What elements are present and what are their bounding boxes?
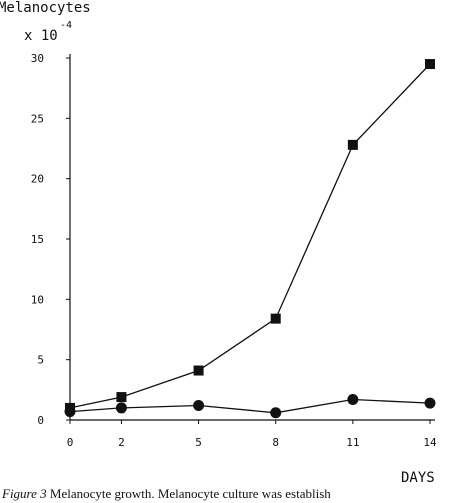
y-tick-label: 25	[31, 112, 44, 125]
square-point	[193, 365, 204, 376]
x-tick-label: 8	[272, 436, 279, 449]
x-tick-label: 5	[195, 436, 202, 449]
square-point	[270, 313, 281, 324]
circle-point	[64, 406, 76, 418]
y-tick-label: 10	[31, 293, 44, 306]
y-axis-ticks: 0 5 10 15 20 25 30	[31, 52, 70, 427]
x-tick-label: 14	[423, 436, 437, 449]
figure-caption: Figure 3 Melanocyte growth. Melanocyte c…	[2, 486, 474, 502]
x-axis-title: DAYS	[401, 470, 435, 486]
series-2-line	[69, 398, 431, 414]
circle-point	[115, 402, 127, 414]
y-tick-label: 15	[31, 233, 44, 246]
y-tick-label: 0	[37, 414, 44, 427]
y-tick-label: 20	[31, 173, 44, 186]
circle-point	[424, 397, 436, 409]
y-axis-unit: x 10	[24, 28, 58, 44]
series-markers	[64, 59, 436, 419]
circle-point	[193, 400, 205, 412]
circle-point	[347, 393, 359, 405]
series-1-line	[69, 63, 431, 409]
x-tick-label: 0	[67, 436, 74, 449]
series-lines	[69, 63, 431, 414]
square-point	[425, 59, 435, 70]
circle-point	[270, 407, 282, 419]
y-tick-label: 5	[37, 354, 44, 367]
chart-axes	[69, 54, 435, 421]
figure-caption-text: Melanocyte growth. Melanocyte culture wa…	[49, 486, 331, 501]
figure-caption-label: Figure 3	[2, 486, 47, 501]
x-tick-label: 11	[346, 436, 359, 449]
square-point	[347, 139, 358, 150]
square-point	[116, 392, 127, 403]
x-tick-label: 2	[118, 436, 125, 449]
y-axis-unit-exponent: -4	[60, 20, 72, 31]
x-axis-ticks: 0 2 5 8 11 14	[67, 420, 437, 449]
y-axis-title: Melanocytes	[0, 0, 91, 16]
y-tick-label: 30	[31, 52, 44, 65]
